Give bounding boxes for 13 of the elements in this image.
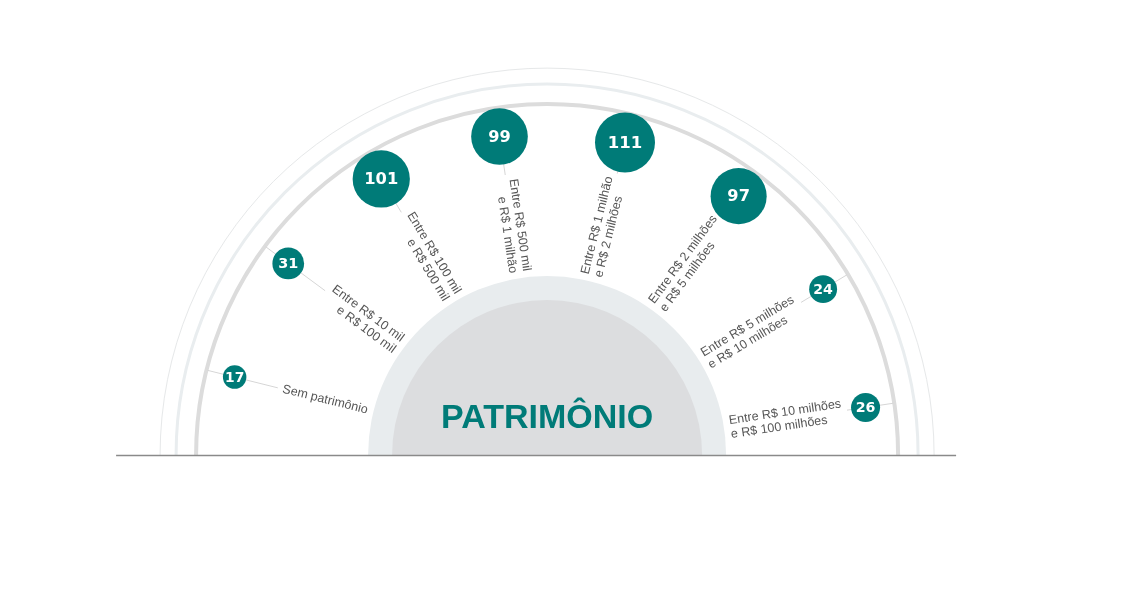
data-label: 99 xyxy=(488,126,511,146)
category-label: Entre R$ 1 milhão e R$ 2 milhões xyxy=(577,174,626,279)
data-label: 101 xyxy=(364,169,399,189)
category-label: Entre R$ 10 milhões e R$ 100 milhões xyxy=(727,396,842,441)
category-label: Entre R$ 500 mil e R$ 1 milhão xyxy=(495,177,535,275)
data-label: 97 xyxy=(727,186,750,206)
data-label: 111 xyxy=(607,132,643,152)
category-label: Sem patrimônio xyxy=(281,381,370,417)
text: PATRIMÔNIO xyxy=(441,397,654,436)
data-label: 31 xyxy=(278,255,299,272)
data-label: 17 xyxy=(225,368,245,385)
data-label: 24 xyxy=(813,280,834,297)
data-label: 26 xyxy=(855,399,876,416)
